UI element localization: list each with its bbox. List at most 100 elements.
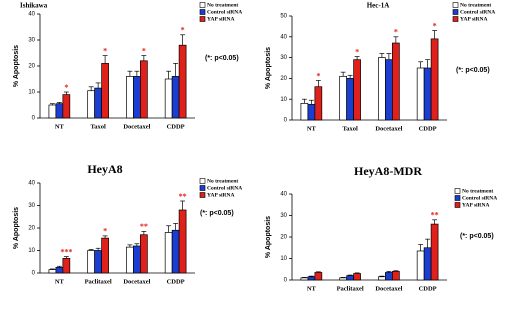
- error-bar: [127, 244, 133, 248]
- bar: [164, 78, 173, 119]
- error-bar: [56, 102, 62, 104]
- significance-mark: *: [355, 47, 359, 56]
- error-bar: [102, 55, 108, 64]
- legend-label: No treatment: [207, 178, 238, 184]
- legend-label: Control siRNA: [207, 9, 242, 15]
- legend-swatch: [199, 178, 206, 184]
- bar: [423, 247, 432, 281]
- error-bar: [308, 275, 314, 277]
- error-bar: [141, 231, 147, 235]
- legend-swatch: [452, 2, 459, 8]
- legend-swatch: [199, 9, 206, 15]
- bar: [314, 86, 323, 121]
- bar: [55, 267, 64, 274]
- y-tick-label: 40: [28, 181, 35, 187]
- legend-label: Control siRNA: [460, 9, 495, 15]
- error-bar: [379, 53, 385, 58]
- bar: [133, 76, 141, 119]
- error-bar: [88, 86, 94, 91]
- significance-mark: *: [103, 46, 107, 55]
- bar: [87, 250, 95, 274]
- bar: [346, 275, 354, 281]
- legend-label: YAP siRNA: [462, 202, 489, 208]
- legend-label: Control siRNA: [207, 185, 242, 191]
- error-bar: [379, 275, 385, 277]
- y-tick-label: 40: [280, 34, 287, 40]
- error-bar: [418, 61, 424, 68]
- bar: [62, 258, 71, 274]
- error-bar: [166, 70, 172, 79]
- error-bar: [49, 103, 55, 105]
- bar: [385, 59, 393, 121]
- significance-mark: *: [103, 227, 107, 236]
- error-bar: [56, 265, 62, 268]
- error-bar: [49, 268, 55, 270]
- error-bar: [393, 36, 399, 44]
- x-tick-label: CDDP: [167, 123, 185, 130]
- bar: [416, 250, 425, 281]
- x-tick-label: NT: [55, 123, 65, 130]
- chart-title: Hec-1A: [367, 2, 390, 10]
- bar: [48, 104, 57, 119]
- x-tick-label: CDDP: [419, 125, 437, 132]
- y-tick-label: 30: [280, 213, 287, 219]
- error-bar: [386, 271, 392, 273]
- legend-swatch: [199, 2, 206, 8]
- error-bar: [386, 53, 392, 60]
- legend-swatch: [454, 195, 461, 201]
- error-bar: [173, 63, 179, 77]
- error-bar: [180, 34, 186, 46]
- x-tick-label: Paclitaxel: [85, 278, 112, 285]
- error-bar: [418, 244, 424, 251]
- bar: [126, 76, 134, 119]
- x-tick-label: Docetaxel: [375, 285, 402, 292]
- error-bar: [127, 70, 133, 77]
- legend-label: YAP siRNA: [207, 16, 234, 22]
- significance-mark: *: [64, 83, 68, 92]
- bar: [378, 276, 386, 281]
- y-tick-label: 10: [28, 248, 35, 254]
- bar: [178, 209, 187, 274]
- x-tick-label: CDDP: [419, 285, 437, 292]
- error-bar: [347, 74, 353, 79]
- bar: [423, 67, 432, 121]
- legend-label: YAP siRNA: [460, 16, 487, 22]
- significance-mark: **: [179, 192, 187, 201]
- bar: [430, 223, 439, 281]
- x-tick-label: Docetaxel: [375, 125, 402, 132]
- error-bar: [432, 30, 438, 39]
- chart-title: HeyA8-MDR: [354, 164, 422, 178]
- y-tick-label: 30: [28, 203, 35, 209]
- x-tick-label: Paclitaxel: [337, 285, 364, 292]
- bar: [126, 246, 134, 274]
- error-bar: [432, 219, 438, 225]
- bar: [55, 103, 64, 119]
- error-bar: [134, 243, 140, 246]
- significance-mark: **: [140, 222, 148, 231]
- error-bar: [308, 99, 314, 105]
- significance-note: (*: p<0.05): [205, 55, 239, 62]
- significance-note: (*: p<0.05): [460, 233, 494, 240]
- x-tick-label: NT: [55, 278, 65, 285]
- error-bar: [63, 256, 69, 259]
- y-tick-label: 0: [32, 271, 36, 277]
- y-axis-label: % Apoptosis: [13, 207, 20, 249]
- bar: [353, 59, 361, 121]
- bar: [133, 245, 141, 274]
- y-tick-label: 10: [28, 90, 35, 96]
- error-bar: [173, 223, 179, 231]
- error-bar: [102, 235, 108, 239]
- chart-title: Ishikawa: [20, 2, 48, 10]
- legend-swatch: [199, 16, 206, 22]
- y-tick-label: 20: [280, 235, 287, 241]
- x-tick-label: NT: [307, 125, 317, 132]
- bar: [307, 104, 316, 121]
- x-tick-label: Taxol: [90, 123, 105, 130]
- bar: [430, 38, 439, 121]
- y-tick-label: 20: [280, 76, 287, 82]
- significance-mark: *: [142, 46, 146, 55]
- bar: [171, 76, 180, 119]
- significance-mark: *: [316, 71, 320, 80]
- error-bar: [180, 200, 186, 210]
- y-tick-label: 0: [284, 118, 288, 124]
